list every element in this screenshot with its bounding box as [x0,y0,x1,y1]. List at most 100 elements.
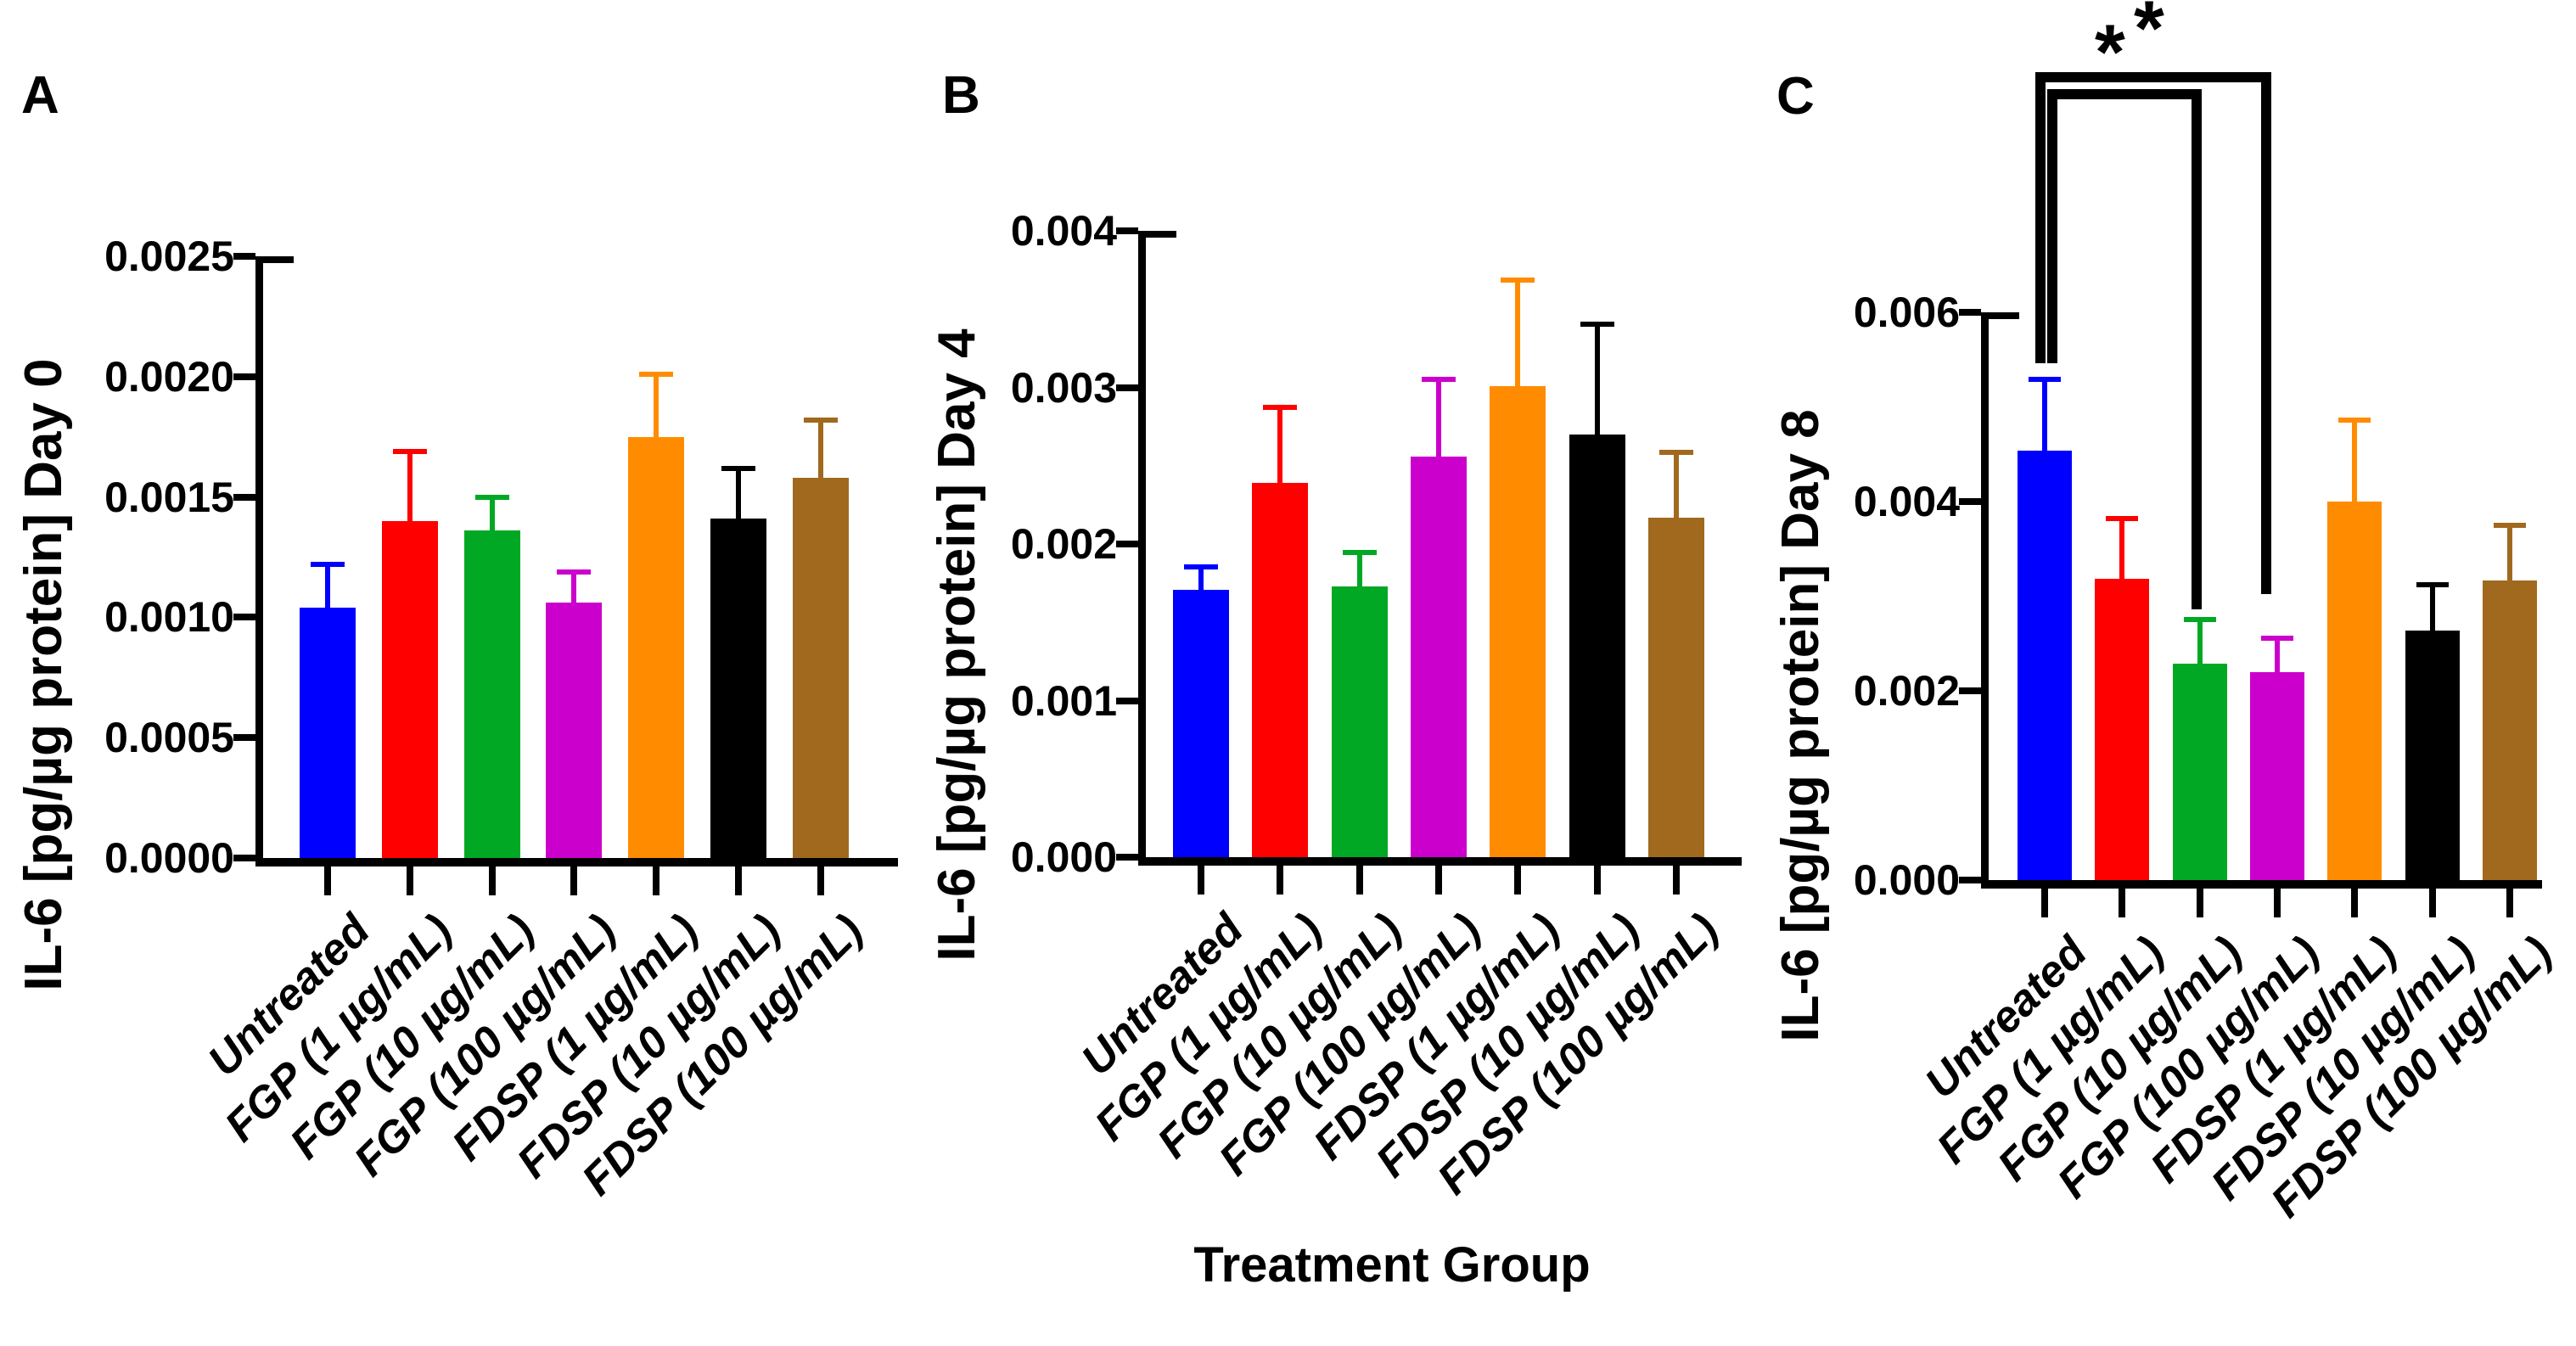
bar-fdsp-100-g-ml [2482,580,2537,880]
error-bar-stem [1435,376,1441,460]
error-bar-stem [2042,376,2047,454]
bar-untreated [2018,450,2072,880]
error-bar-stem [1198,564,1204,593]
significance-asterisk-2: * [2134,0,2164,72]
error-bar-cap [392,448,427,454]
bar-fdsp-10-g-ml [710,519,766,858]
y-axis-spine [1138,231,1146,866]
x-tick-mark [570,866,578,895]
y-axis-top-stub [1989,312,2019,319]
bar-untreated [1173,589,1229,857]
x-tick-mark [1434,866,1442,895]
error-bar-stem [2506,522,2512,584]
x-tick-mark [2506,889,2513,917]
bar-fgp-100-g-ml [1410,456,1467,857]
error-bar-stem [407,448,412,524]
bar-fdsp-10-g-ml [1569,434,1625,857]
error-bar-stem [489,494,495,535]
y-tick-mark [233,855,255,861]
y-tick-mark [1116,227,1138,234]
significance-asterisk-1: * [2095,9,2125,96]
x-tick-mark [735,866,742,895]
x-tick-mark [2428,889,2436,917]
bar-fdsp-10-g-ml [2405,630,2460,880]
error-bar-stem [1515,278,1521,390]
x-axis-baseline [1981,880,2542,889]
x-tick-mark [2351,889,2359,917]
y-axis-spine [255,256,263,866]
error-bar-cap [311,562,345,568]
panel-c-letter: C [1776,67,1815,126]
error-bar-cap [721,465,755,471]
bracket-outer-left-line [2035,72,2046,363]
y-tick-mark [233,734,255,742]
x-tick-mark [2119,889,2126,917]
y-tick-mark [233,253,255,260]
y-tick-mark [1959,877,1981,883]
error-bar-cap [1421,376,1456,382]
y-tick-label: 0.0020 [104,352,234,401]
error-bar-cap [2106,515,2139,521]
panel-a-y-axis-title: IL-6 [pg/µg protein] Day 0 [14,358,73,991]
x-tick-mark [1672,866,1680,895]
y-tick-label: 0.006 [1853,289,1960,336]
bar-fgp-10-g-ml [1331,586,1388,857]
y-axis-top-stub [1146,231,1176,238]
error-bar-stem [736,465,741,523]
y-tick-label: 0.0000 [104,834,234,882]
error-bar-cap [2183,617,2216,623]
bar-fgp-100-g-ml [2249,671,2304,880]
y-tick-mark [233,373,255,380]
y-tick-mark [233,493,255,501]
error-bar-cap [1501,278,1535,283]
y-tick-label: 0.004 [1010,207,1117,255]
error-bar-cap [2493,522,2526,528]
bar-fdsp-100-g-ml [792,477,849,858]
y-tick-mark [1959,498,1981,505]
error-bar-cap [1580,322,1614,327]
x-tick-mark [2196,889,2203,917]
x-tick-mark [653,866,660,895]
y-tick-mark [1116,384,1138,391]
x-tick-mark [1198,866,1204,895]
y-tick-label: 0.003 [1010,363,1117,412]
x-tick-mark [817,866,824,895]
bar-fdsp-1-g-ml [1490,385,1546,857]
y-tick-mark [1959,687,1981,694]
error-bar-cap [2260,636,2293,642]
bar-fgp-10-g-ml [2172,663,2227,880]
x-axis-title: Treatment Group [1193,1237,1591,1293]
x-tick-mark [1277,866,1284,895]
y-axis-spine [1981,312,1989,889]
y-tick-label: 0.001 [1010,676,1117,725]
x-tick-mark [2273,889,2281,917]
x-tick-mark [1593,866,1601,895]
x-tick-mark [324,866,331,895]
y-axis-top-stub [263,256,294,263]
error-bar-stem [2429,581,2435,634]
bar-fgp-1-g-ml [1252,483,1309,857]
error-bar-cap [2029,376,2061,382]
y-tick-label: 0.0025 [104,233,234,280]
y-tick-mark [1959,309,1981,316]
bar-fgp-1-g-ml [2095,579,2150,880]
y-tick-label: 0.000 [1853,856,1960,904]
error-bar-cap [474,494,509,500]
error-bar-stem [1594,322,1600,438]
y-tick-mark [1116,697,1138,704]
bracket-outer-right-line [2261,72,2271,594]
y-tick-label: 0.0005 [104,714,234,762]
bracket-inner-top-line [2047,89,2202,99]
y-tick-label: 0.000 [1010,833,1117,881]
error-bar-stem [2352,417,2358,505]
error-bar-stem [2119,515,2125,583]
error-bar-cap [557,569,592,575]
x-tick-mark [1514,866,1522,895]
error-bar-stem [571,569,577,607]
error-bar-cap [1184,564,1218,569]
bar-fdsp-100-g-ml [1647,517,1704,857]
y-tick-label: 0.0015 [104,473,234,521]
y-tick-mark [233,614,255,621]
x-axis-baseline [255,858,898,866]
y-tick-label: 0.002 [1853,667,1960,715]
